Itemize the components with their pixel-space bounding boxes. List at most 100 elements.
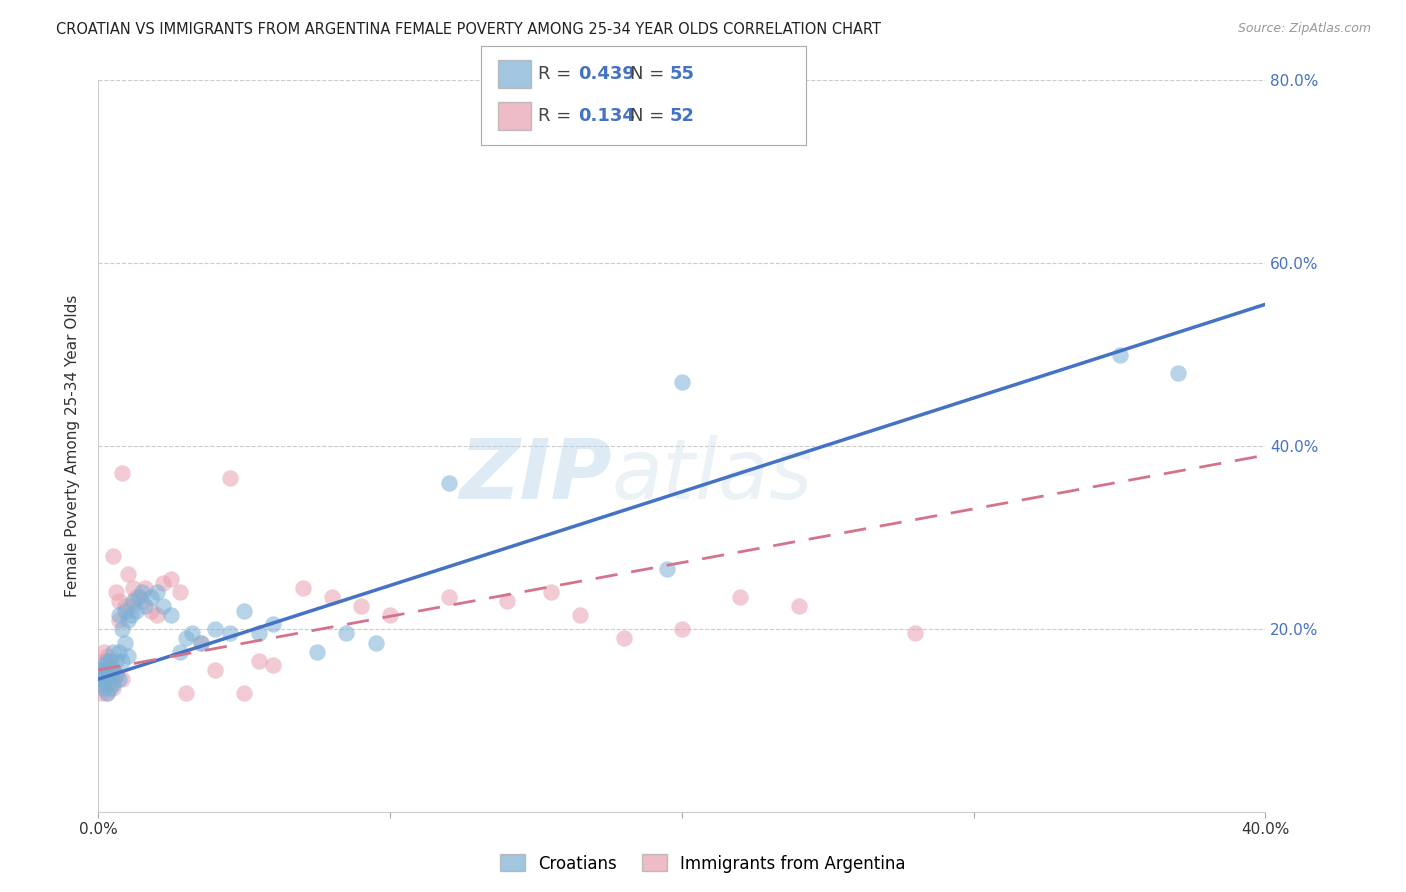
- Legend: Croatians, Immigrants from Argentina: Croatians, Immigrants from Argentina: [494, 847, 912, 880]
- Point: [101, 663, 124, 677]
- Text: CROATIAN VS IMMIGRANTS FROM ARGENTINA FEMALE POVERTY AMONG 25-34 YEAR OLDS CORRE: CROATIAN VS IMMIGRANTS FROM ARGENTINA FE…: [56, 22, 882, 37]
- Point: [291, 581, 314, 595]
- Point: [104, 667, 127, 681]
- Point: [125, 603, 148, 617]
- Point: [262, 658, 284, 673]
- Point: [90, 672, 112, 686]
- Point: [139, 603, 162, 617]
- Point: [96, 654, 118, 668]
- Point: [612, 631, 634, 645]
- Text: Source: ZipAtlas.com: Source: ZipAtlas.com: [1237, 22, 1371, 36]
- Point: [90, 672, 112, 686]
- Point: [101, 645, 124, 659]
- Point: [101, 549, 124, 563]
- Point: [122, 594, 145, 608]
- Point: [114, 603, 136, 617]
- Point: [904, 626, 927, 640]
- Point: [146, 585, 169, 599]
- Point: [117, 567, 139, 582]
- Point: [568, 608, 591, 623]
- Point: [96, 686, 118, 700]
- Point: [93, 672, 115, 686]
- Point: [671, 622, 693, 636]
- Point: [96, 649, 118, 664]
- Point: [728, 590, 751, 604]
- Point: [108, 608, 131, 623]
- Point: [139, 590, 162, 604]
- Text: 52: 52: [669, 107, 695, 125]
- Point: [134, 599, 156, 613]
- Point: [93, 645, 115, 659]
- Point: [90, 663, 112, 677]
- Point: [104, 654, 127, 668]
- Text: ZIP: ZIP: [460, 434, 612, 516]
- Point: [180, 626, 202, 640]
- Point: [378, 608, 402, 623]
- Point: [247, 654, 270, 668]
- Point: [160, 572, 183, 586]
- Point: [108, 645, 131, 659]
- Point: [111, 467, 134, 481]
- Point: [111, 622, 134, 636]
- Point: [101, 663, 124, 677]
- Point: [122, 581, 145, 595]
- Text: 0.134: 0.134: [578, 107, 634, 125]
- Point: [104, 667, 127, 681]
- Point: [120, 608, 142, 623]
- Point: [1167, 366, 1189, 380]
- Point: [90, 686, 112, 700]
- Point: [350, 599, 373, 613]
- Point: [233, 603, 256, 617]
- Point: [93, 654, 115, 668]
- Point: [169, 645, 191, 659]
- Point: [671, 375, 693, 389]
- Text: atlas: atlas: [612, 434, 814, 516]
- Point: [540, 585, 562, 599]
- Point: [104, 585, 127, 599]
- Point: [96, 663, 118, 677]
- Point: [101, 676, 124, 690]
- Point: [108, 613, 131, 627]
- Point: [204, 622, 226, 636]
- Point: [131, 594, 153, 608]
- Point: [190, 635, 212, 649]
- Point: [307, 645, 329, 659]
- Point: [117, 613, 139, 627]
- Point: [131, 585, 153, 599]
- Point: [364, 635, 387, 649]
- Point: [174, 686, 197, 700]
- Point: [96, 672, 118, 686]
- Point: [152, 599, 174, 613]
- Point: [262, 617, 284, 632]
- Point: [134, 581, 156, 595]
- Point: [146, 608, 169, 623]
- Text: R =: R =: [538, 107, 578, 125]
- Point: [90, 676, 112, 690]
- Point: [1108, 348, 1130, 362]
- Point: [98, 667, 121, 681]
- Point: [204, 663, 226, 677]
- Point: [169, 585, 191, 599]
- Point: [335, 626, 357, 640]
- Text: 55: 55: [669, 65, 695, 83]
- Point: [96, 686, 118, 700]
- Point: [247, 626, 270, 640]
- Point: [117, 649, 139, 664]
- Point: [160, 608, 183, 623]
- Point: [125, 590, 148, 604]
- Point: [93, 663, 115, 677]
- Point: [111, 654, 134, 668]
- Point: [233, 686, 256, 700]
- Text: N =: N =: [630, 65, 669, 83]
- Y-axis label: Female Poverty Among 25-34 Year Olds: Female Poverty Among 25-34 Year Olds: [65, 295, 80, 597]
- Point: [90, 663, 112, 677]
- Point: [108, 672, 131, 686]
- Point: [98, 654, 121, 668]
- Point: [114, 635, 136, 649]
- Point: [437, 475, 460, 490]
- Point: [152, 576, 174, 591]
- Point: [98, 654, 121, 668]
- Point: [98, 676, 121, 690]
- Point: [128, 590, 150, 604]
- Point: [321, 590, 343, 604]
